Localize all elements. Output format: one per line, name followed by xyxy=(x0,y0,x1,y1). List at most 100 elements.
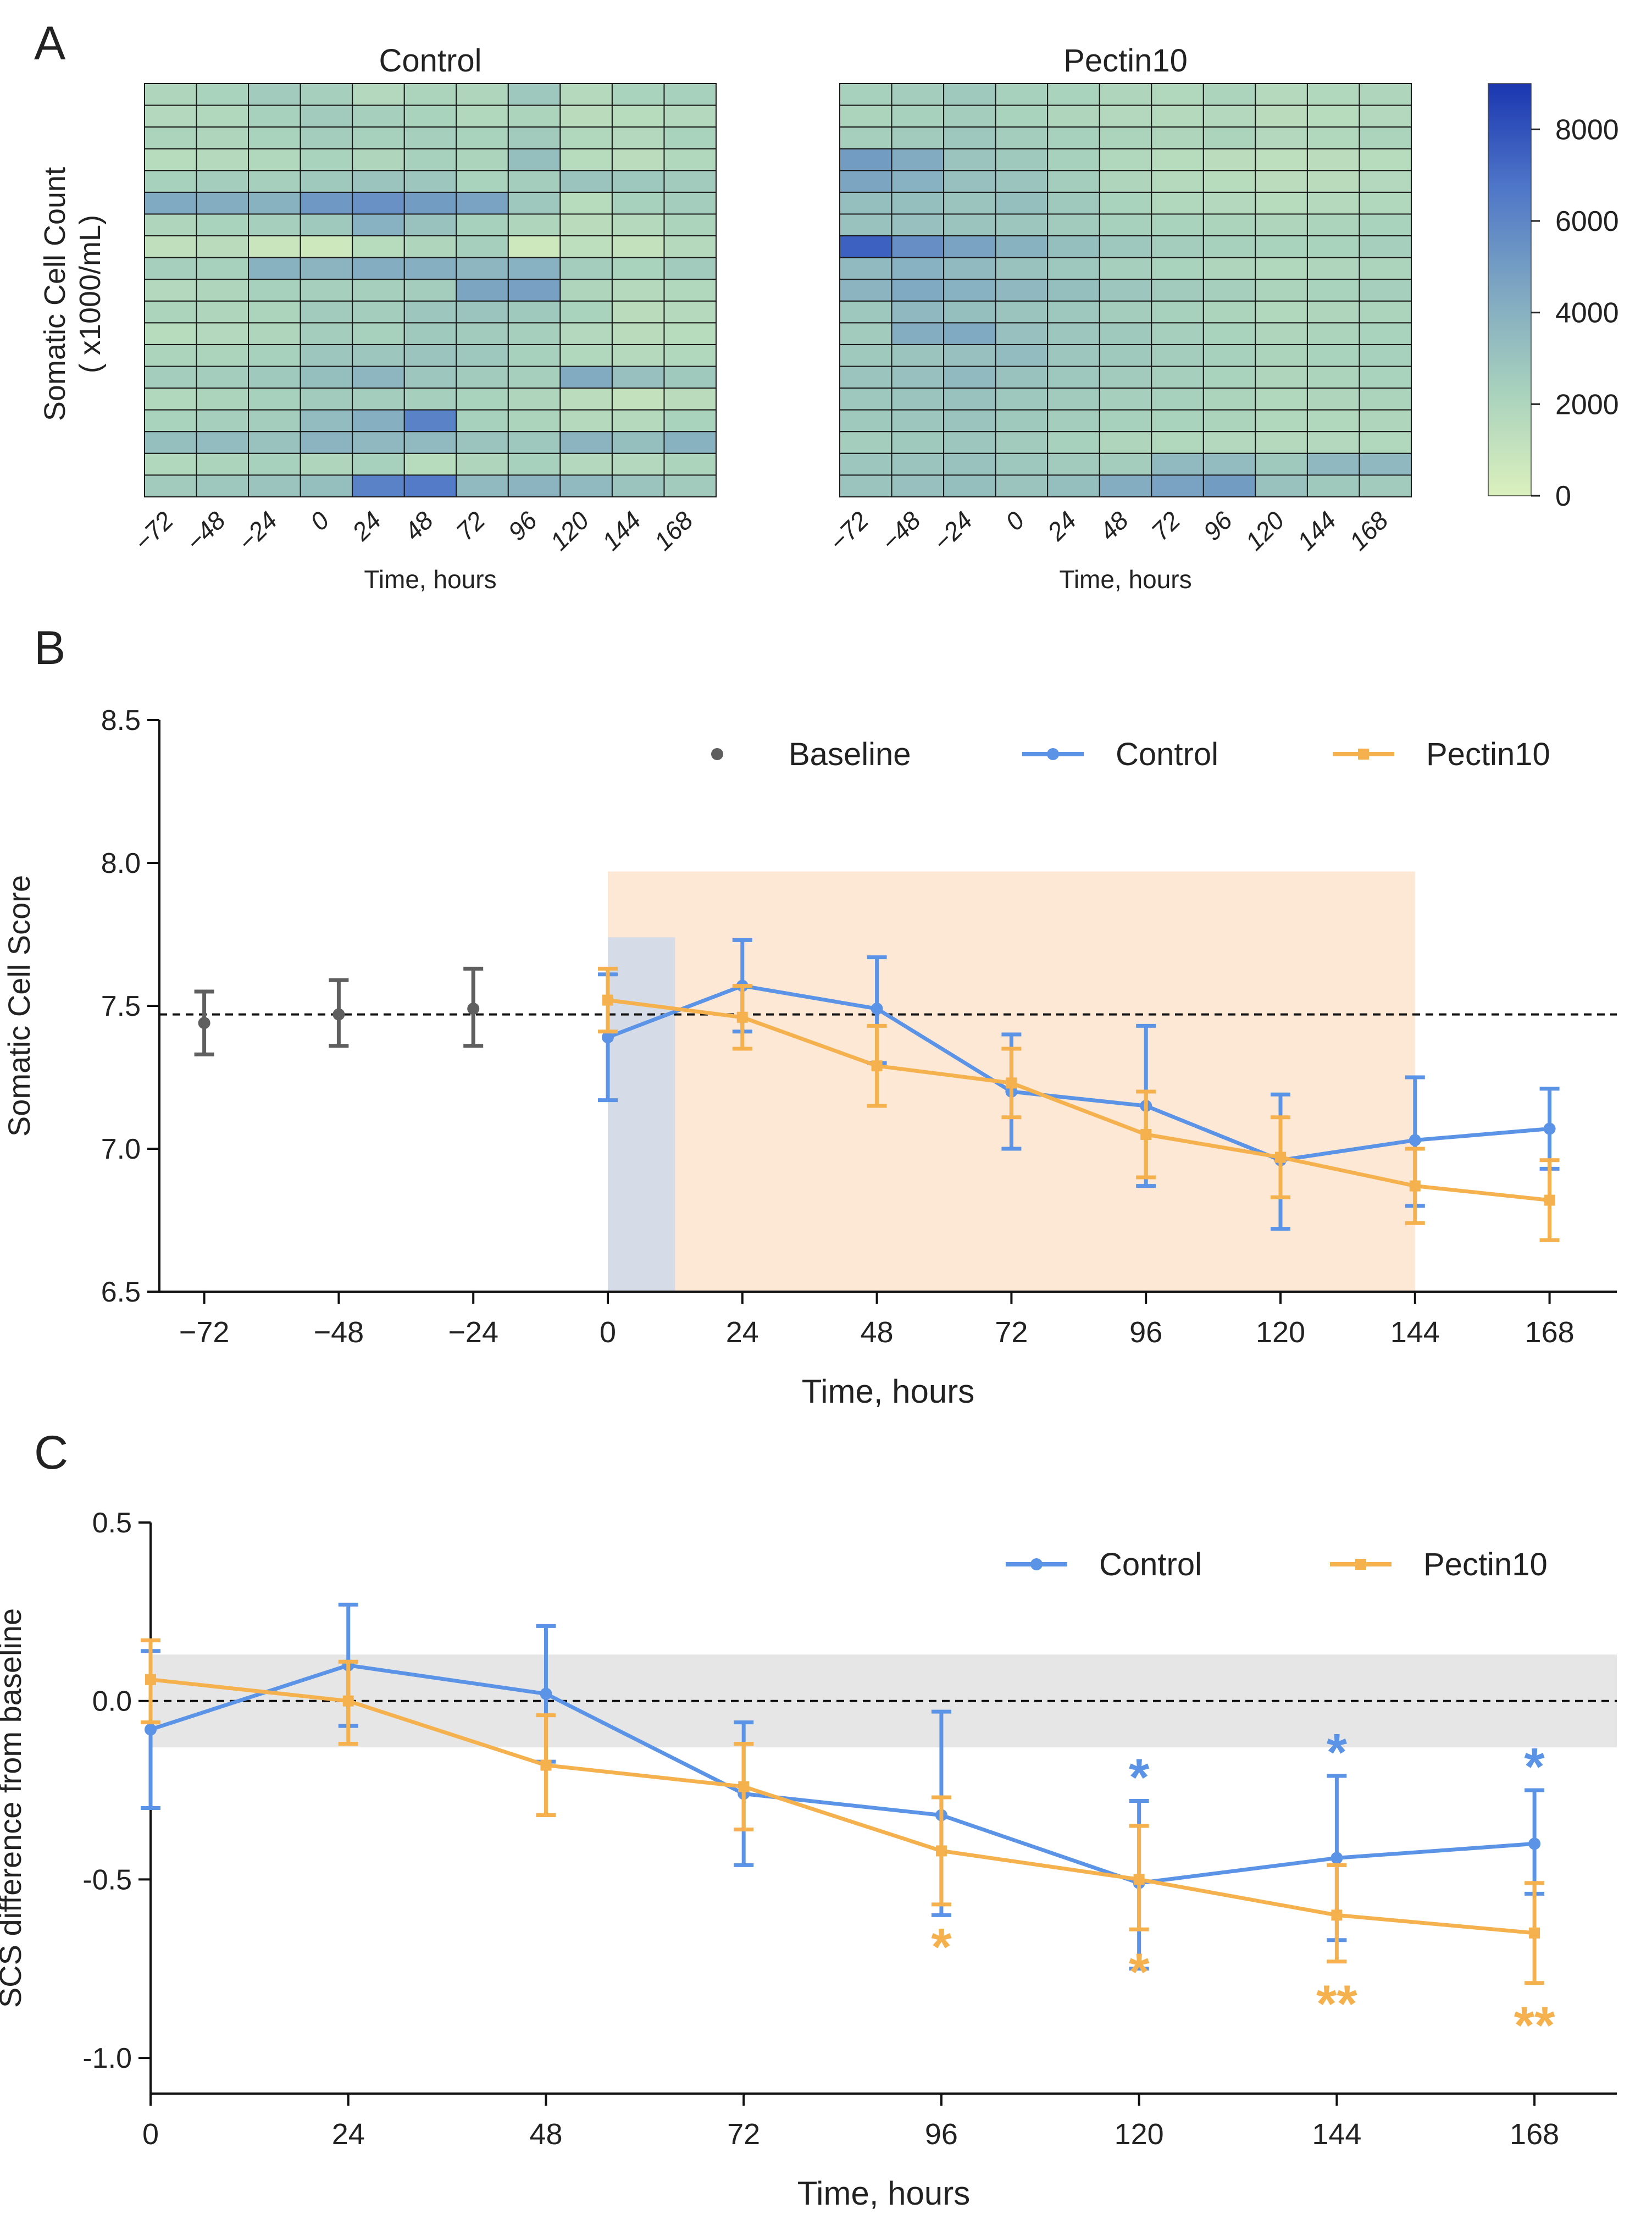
heatmap-cell xyxy=(248,300,301,324)
heatmap-cell xyxy=(403,257,457,280)
heatmap-cell xyxy=(611,322,665,345)
heatmap-cell xyxy=(456,431,509,454)
heatmap-cell xyxy=(839,213,892,237)
x-tick-label: 168 xyxy=(1525,1316,1575,1349)
heatmap-cell xyxy=(1255,235,1308,258)
heatmap-cell xyxy=(196,322,250,345)
heatmap-cell xyxy=(196,191,250,215)
heatmap-cell xyxy=(300,104,353,128)
heatmap-cell xyxy=(1202,300,1256,324)
heatmap-cell xyxy=(1255,387,1308,411)
y-tick-label: 0.5 xyxy=(92,1507,132,1539)
heatmap-control: Control−72 −48 −24 0 24 48 72 96 120 144 168Time, … xyxy=(128,43,717,594)
heatmap-cell xyxy=(891,104,945,128)
significance-marker: * xyxy=(1129,1748,1150,1807)
heatmap-cell xyxy=(456,474,509,497)
heatmap-cell xyxy=(403,452,457,476)
heatmap-cell xyxy=(891,279,945,302)
heatmap-cell xyxy=(891,474,945,497)
heatmap-cell xyxy=(144,431,197,454)
panel-letter-a: A xyxy=(34,17,66,70)
heatmap-cell xyxy=(1151,322,1204,345)
heatmap-cell xyxy=(507,170,561,193)
data-point xyxy=(1140,1129,1152,1140)
heatmap-cell xyxy=(456,322,509,345)
heatmap-cell xyxy=(1359,474,1412,497)
legend-marker xyxy=(1358,749,1369,760)
heatmap-cell xyxy=(1047,148,1100,171)
heatmap-cell xyxy=(1255,170,1308,193)
heatmap-cell xyxy=(456,300,509,324)
heatmap-cell xyxy=(144,366,197,389)
heatmap-cell xyxy=(507,344,561,367)
heatmap-cell xyxy=(507,366,561,389)
heatmap-cell xyxy=(300,366,353,389)
heatmap-cell xyxy=(839,83,892,106)
heatmap-cell xyxy=(559,257,613,280)
heatmap-cell xyxy=(663,474,717,497)
colorbar-tick-label: 0 xyxy=(1555,480,1571,512)
heatmap-cell xyxy=(403,409,457,433)
heatmap-cell xyxy=(403,148,457,171)
heatmap-cell xyxy=(559,104,613,128)
data-point xyxy=(1529,1927,1540,1939)
heatmap-cell xyxy=(1099,452,1152,476)
heatmap-cell xyxy=(1099,104,1152,128)
heatmap-cell xyxy=(1359,300,1412,324)
heatmap-cell xyxy=(995,431,1049,454)
heatmap-cell xyxy=(352,366,405,389)
heatmap-cell xyxy=(507,104,561,128)
heatmap-cell xyxy=(300,322,353,345)
heatmap-cell xyxy=(1255,452,1308,476)
heatmap-cell xyxy=(1255,431,1308,454)
y-axis-label: Somatic Cell Score xyxy=(2,875,36,1137)
heatmap-cell xyxy=(943,431,996,454)
heatmap-cell xyxy=(300,257,353,280)
heatmap-cell xyxy=(403,300,457,324)
heatmap-cell xyxy=(456,191,509,215)
data-point xyxy=(738,1781,750,1792)
heatmap-cell xyxy=(196,344,250,367)
heatmap-cell xyxy=(196,235,250,258)
heatmap-cell xyxy=(300,213,353,237)
y-tick-label: -1.0 xyxy=(82,2042,132,2074)
heatmap-cell xyxy=(507,235,561,258)
heatmap-cell xyxy=(403,474,457,497)
heatmap-cell xyxy=(352,148,405,171)
heatmap-cell xyxy=(456,83,509,106)
heatmap-cell xyxy=(456,104,509,128)
heatmap-cell xyxy=(1306,300,1360,324)
heatmap-cell xyxy=(300,148,353,171)
heatmap-cell xyxy=(1151,366,1204,389)
heatmap-cell xyxy=(248,83,301,106)
heatmap-cell xyxy=(559,126,613,150)
heatmap-cell xyxy=(144,322,197,345)
x-tick-label: −72 xyxy=(179,1316,230,1349)
heatmap-cell xyxy=(1099,322,1152,345)
heatmap-cell xyxy=(943,409,996,433)
heatmap-cell xyxy=(1202,387,1256,411)
heatmap-cell xyxy=(1099,366,1152,389)
heatmap-cell xyxy=(352,170,405,193)
heatmap-cell xyxy=(1306,387,1360,411)
heatmap-cell xyxy=(507,279,561,302)
x-tick-label: 120 xyxy=(1115,2118,1164,2151)
heatmap-cell xyxy=(300,235,353,258)
heatmap-ylabel-line1: Somatic Cell Count xyxy=(38,167,71,421)
heatmap-cell xyxy=(1099,344,1152,367)
heatmap-cell xyxy=(839,431,892,454)
heatmap-cell xyxy=(1306,191,1360,215)
heatmap-cell xyxy=(559,213,613,237)
heatmap-cell xyxy=(507,148,561,171)
heatmap-cell xyxy=(611,83,665,106)
heatmap-cell xyxy=(300,431,353,454)
heatmap-cell xyxy=(352,126,405,150)
heatmap-cell xyxy=(559,170,613,193)
heatmap-cell xyxy=(352,387,405,411)
heatmap-cell xyxy=(1047,387,1100,411)
data-point xyxy=(540,1759,552,1771)
heatmap-cell xyxy=(196,366,250,389)
heatmap-cell xyxy=(839,322,892,345)
heatmap-cell xyxy=(943,257,996,280)
heatmap-cell xyxy=(456,148,509,171)
